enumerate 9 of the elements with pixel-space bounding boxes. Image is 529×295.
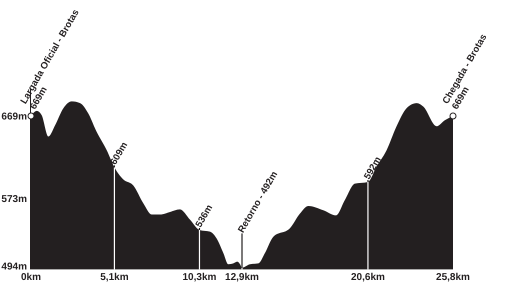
x-tick-label: 25,8km [436,272,470,283]
x-tick-label: 0km [20,272,42,283]
x-tick-label: 12,9km [225,272,260,283]
x-tick-label: 20,6km [350,272,386,283]
y-tick-label: 669m [1,111,28,122]
x-tick-label: 10,3km [182,272,217,283]
y-tick-label: 494m [1,261,28,272]
x-tick-label: 5,1km [100,272,129,283]
y-tick-label: 573m [1,194,28,205]
